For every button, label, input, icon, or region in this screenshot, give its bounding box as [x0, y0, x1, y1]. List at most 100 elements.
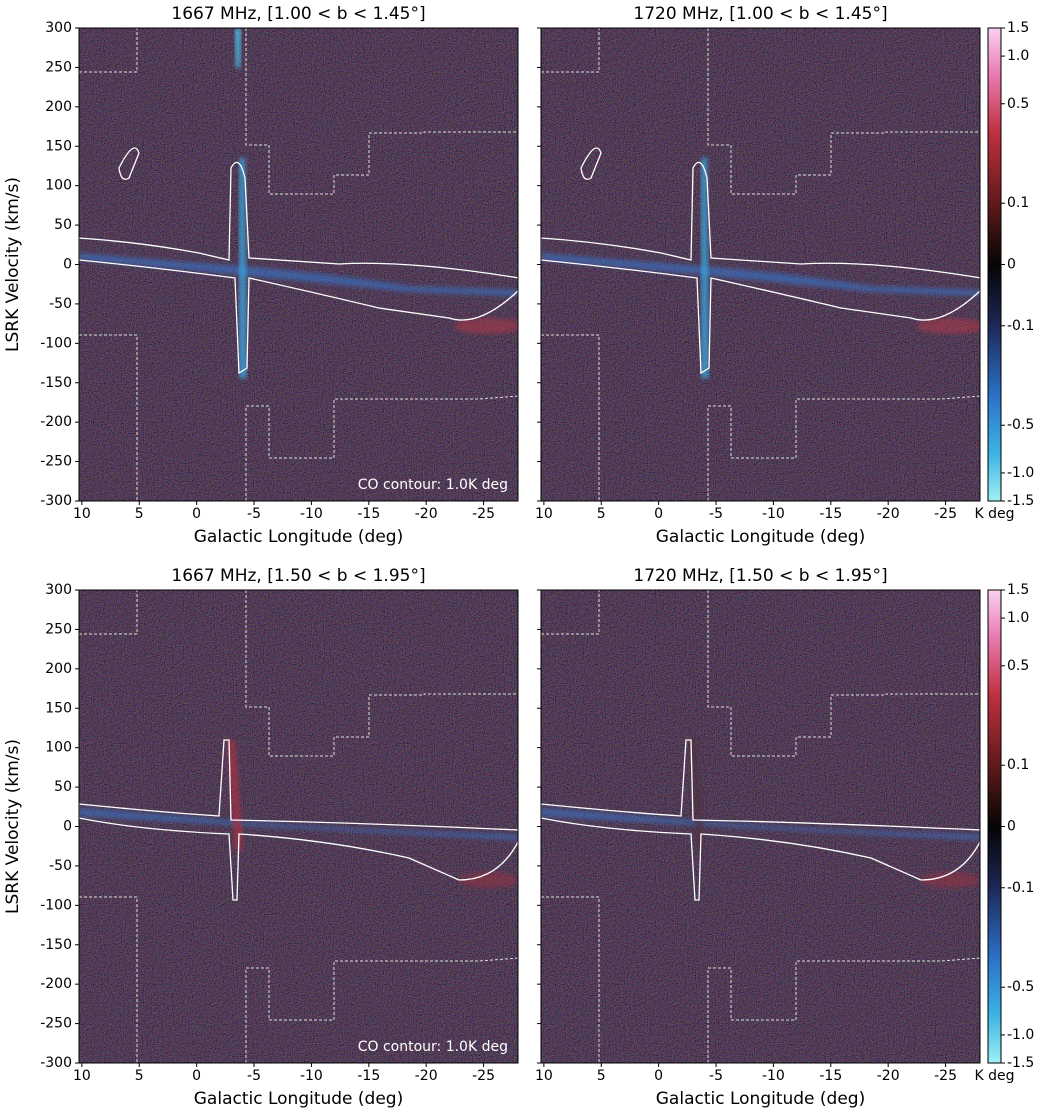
region-boundary: [541, 334, 600, 501]
y-tick-label: -200: [40, 976, 72, 992]
x-tick-label: 0: [654, 1068, 663, 1084]
x-tick-label: -15: [819, 1068, 842, 1084]
x-tick-label: -10: [762, 506, 785, 522]
colorbar-tick-label: 1.0: [1007, 610, 1029, 626]
y-tick-label: 100: [45, 178, 72, 194]
x-tick-label: -10: [300, 506, 323, 522]
region-boundary: [79, 896, 138, 1063]
emission-patch: [459, 872, 518, 888]
region-boundary: [707, 28, 980, 195]
x-tick-label: 10: [535, 506, 553, 522]
emission-patch: [921, 872, 980, 888]
x-tick-label: -20: [415, 1068, 438, 1084]
colorbar-tick-label: 0.1: [1007, 757, 1029, 773]
x-tick-label: -20: [877, 1068, 900, 1084]
x-tick-label: 10: [73, 1068, 91, 1084]
y-tick-label: 50: [54, 217, 72, 233]
x-tick-label: 5: [135, 1068, 144, 1084]
region-boundary: [707, 957, 980, 1063]
y-tick-label: 100: [45, 740, 72, 756]
heatmap-image: [79, 590, 518, 1063]
y-tick-label: 150: [45, 700, 72, 716]
x-tick-label: 0: [192, 1068, 201, 1084]
region-boundary: [79, 28, 138, 73]
y-tick-label: 150: [45, 138, 72, 154]
emission-streak: [227, 740, 243, 850]
annotation: CO contour: 1.0K deg: [358, 1039, 508, 1055]
x-tick-label: -20: [415, 506, 438, 522]
emission-streak: [239, 158, 247, 378]
region-boundary: [79, 590, 138, 635]
x-tick-label: -10: [300, 1068, 323, 1084]
panel: 1720 MHz, [1.00 < b < 1.45°] Galactic Lon…: [535, 4, 1034, 547]
colorbar-tick-label: 0.5: [1007, 96, 1029, 112]
x-axis-label: Galactic Longitude (deg): [194, 1089, 403, 1109]
colorbar: [987, 27, 1002, 502]
emission-band: [541, 253, 980, 296]
x-tick-label: -25: [934, 506, 957, 522]
region-boundary: [245, 957, 518, 1063]
x-tick-label: -5: [247, 1068, 261, 1084]
panel-title: 1667 MHz, [1.50 < b < 1.95°]: [171, 566, 425, 586]
x-axis-label: Galactic Longitude (deg): [656, 1089, 865, 1109]
co-contour: [580, 147, 602, 180]
x-tick-label: -15: [357, 1068, 380, 1084]
emission-streak: [701, 158, 709, 378]
y-tick-label: 0: [63, 257, 72, 273]
y-tick-label: 250: [45, 621, 72, 637]
x-axis-label: Galactic Longitude (deg): [194, 527, 403, 547]
x-tick-label: 10: [535, 1068, 553, 1084]
y-tick-label: 200: [45, 661, 72, 677]
x-tick-label: -25: [472, 506, 495, 522]
colorbar-tick-label: -1.5: [1007, 1055, 1034, 1071]
heatmap-image: [541, 28, 980, 501]
y-tick-label: 200: [45, 99, 72, 115]
co-contour: [118, 147, 140, 180]
emission-patch: [916, 318, 980, 334]
heatmap-image: [541, 590, 980, 1063]
colorbar-tick-label: -0.1: [1007, 318, 1034, 334]
y-tick-label: 50: [54, 779, 72, 795]
y-tick-label: 300: [45, 20, 72, 36]
x-tick-label: 5: [597, 506, 606, 522]
colorbar-tick-label: -0.5: [1007, 979, 1034, 995]
panel-title: 1720 MHz, [1.50 < b < 1.95°]: [633, 566, 887, 586]
x-tick-label: -15: [819, 506, 842, 522]
annotation: CO contour: 1.0K deg: [358, 477, 508, 493]
colorbar-tick-label: 1.0: [1007, 48, 1029, 64]
y-tick-label: 0: [63, 819, 72, 835]
colorbar-tick-label: -1.5: [1007, 493, 1034, 509]
colorbar-tick-label: -0.1: [1007, 880, 1034, 896]
y-axis-label: LSRK Velocity (km/s): [3, 177, 23, 352]
colorbar-tick-label: 0.5: [1007, 658, 1029, 674]
emission-streak: [235, 28, 241, 68]
region-boundary: [245, 28, 518, 195]
x-tick-label: -25: [472, 1068, 495, 1084]
y-tick-label: -50: [49, 858, 72, 874]
y-tick-label: 250: [45, 59, 72, 75]
x-tick-label: -5: [709, 1068, 723, 1084]
co-contour: [79, 161, 518, 375]
y-tick-label: -300: [40, 1055, 72, 1071]
colorbar-tick-label: 1.5: [1007, 20, 1029, 36]
x-tick-label: -15: [357, 506, 380, 522]
x-tick-label: -5: [709, 506, 723, 522]
co-contour: [541, 739, 980, 901]
y-tick-label: -50: [49, 296, 72, 312]
x-tick-label: 0: [654, 506, 663, 522]
colorbar-tick-label: -1.0: [1007, 465, 1034, 481]
colorbar-tick-label: 0: [1007, 257, 1016, 273]
y-tick-label: -250: [40, 1016, 72, 1032]
y-tick-label: -250: [40, 454, 72, 470]
x-axis-label: Galactic Longitude (deg): [656, 527, 865, 547]
co-contour: [541, 161, 980, 375]
y-tick-label: -150: [40, 375, 72, 391]
emission-band: [541, 808, 980, 840]
x-tick-label: -5: [247, 506, 261, 522]
colorbar-label: K deg: [974, 1068, 1014, 1084]
panel: 1667 MHz, [1.50 < b < 1.95°] Galactic Lon…: [3, 566, 519, 1109]
colorbar-tick-label: -1.0: [1007, 1027, 1034, 1043]
region-boundary: [707, 590, 980, 757]
region-boundary: [245, 590, 518, 757]
region-boundary: [541, 28, 600, 73]
